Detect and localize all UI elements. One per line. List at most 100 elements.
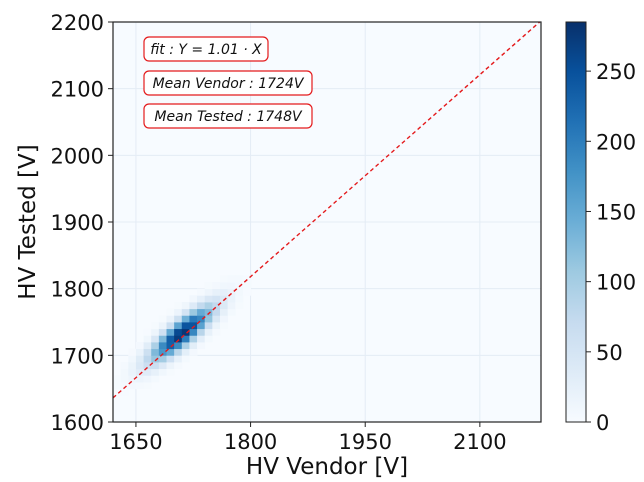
- heatmap-cell: [174, 355, 183, 363]
- heatmap-cell: [189, 328, 198, 336]
- heatmap-cell: [227, 295, 236, 303]
- heatmap-cell: [158, 348, 167, 356]
- heatmap-cell: [197, 322, 206, 330]
- heatmap-cell: [220, 322, 229, 330]
- heatmap-cell: [151, 355, 160, 363]
- heatmap-cell: [158, 362, 167, 370]
- heatmap-cell: [151, 375, 160, 383]
- heatmap-cell: [212, 308, 221, 316]
- heatmap-cell: [189, 348, 198, 356]
- heatmap-cell: [120, 375, 129, 383]
- heatmap-cell: [189, 315, 198, 323]
- heatmap-cell: [212, 295, 221, 303]
- heatmap-cell: [204, 328, 213, 336]
- heatmap-cell: [181, 308, 190, 316]
- heatmap-cell: [181, 335, 190, 343]
- heatmap-cell: [135, 342, 144, 350]
- heatmap-cell: [143, 348, 152, 356]
- heatmap-cell: [242, 275, 251, 283]
- heatmap-cell: [135, 362, 144, 370]
- y-tick-label: 1800: [51, 278, 104, 302]
- heatmap-cell: [143, 342, 152, 350]
- heatmap-cell: [235, 295, 244, 303]
- colorbar-tick-label: 150: [596, 200, 636, 224]
- heatmap-cell: [151, 368, 160, 376]
- mean-tested-annotation: Mean Tested : 1748V: [143, 103, 313, 129]
- heatmap-cell: [181, 302, 190, 310]
- heatmap-cell: [242, 282, 251, 290]
- heatmap-cell: [143, 362, 152, 370]
- svg-text:Mean Tested : 1748V: Mean Tested : 1748V: [154, 109, 303, 125]
- x-tick-label: 1950: [338, 430, 391, 454]
- heatmap-cell: [135, 368, 144, 376]
- heatmap-cell: [158, 368, 167, 376]
- heatmap-cell: [220, 302, 229, 310]
- heatmap-cell: [135, 355, 144, 363]
- heatmap-cell: [174, 302, 183, 310]
- heatmap-cell: [151, 362, 160, 370]
- heatmap-cell: [220, 282, 229, 290]
- heatmap-cell: [227, 282, 236, 290]
- colorbar: [565, 21, 587, 423]
- heatmap-cell: [128, 375, 137, 383]
- heatmap-cell: [143, 335, 152, 343]
- heatmap-cell: [227, 275, 236, 283]
- heatmap-cell: [143, 375, 152, 383]
- heatmap-cell: [120, 362, 129, 370]
- heatmap-cell: [197, 288, 206, 296]
- x-tick-label: 1650: [109, 430, 162, 454]
- heatmap-cell: [174, 335, 183, 343]
- heatmap-cell: [242, 288, 251, 296]
- heatmap-cell: [128, 368, 137, 376]
- heatmap-cell: [166, 355, 175, 363]
- colorbar-tick-label: 0: [596, 411, 609, 435]
- heatmap-cell: [143, 355, 152, 363]
- heatmap-cell: [197, 295, 206, 303]
- heatmap-cell: [212, 288, 221, 296]
- colorbar-tick-label: 250: [596, 60, 636, 84]
- y-tick-label: 1700: [51, 344, 104, 368]
- heatmap-cell: [181, 328, 190, 336]
- heatmap-cell: [197, 328, 206, 336]
- heatmap-cell: [151, 335, 160, 343]
- colorbar-tick-label: 100: [596, 271, 636, 295]
- heatmap-cell: [204, 288, 213, 296]
- y-tick-label: 2100: [51, 78, 104, 102]
- heatmap-cell: [220, 308, 229, 316]
- heatmap-cell: [227, 288, 236, 296]
- heatmap-cell: [120, 382, 129, 390]
- heatmap-cell: [128, 355, 137, 363]
- heatmap-cell: [166, 315, 175, 323]
- heatmap-cell: [220, 315, 229, 323]
- fit-annotation: fit : Y = 1.01 · X: [143, 36, 269, 62]
- heatmap-cell: [158, 328, 167, 336]
- heatmap-cell: [120, 368, 129, 376]
- heatmap-cell: [181, 348, 190, 356]
- heatmap-cell: [189, 335, 198, 343]
- heatmap-cell: [135, 348, 144, 356]
- heatmap-cells: [113, 275, 251, 396]
- heatmap-cell: [158, 315, 167, 323]
- heatmap-cell: [197, 302, 206, 310]
- heatmap-cell: [151, 328, 160, 336]
- heatmap-cell: [151, 348, 160, 356]
- heatmap-cell: [128, 362, 137, 370]
- heatmap-cell: [143, 382, 152, 390]
- heatmap-cell: [204, 282, 213, 290]
- y-tick-label: 1600: [51, 411, 104, 435]
- y-axis-ticks: 1600 1700 1800 1900 2000 2100 2200: [51, 11, 113, 435]
- heatmap-cell: [204, 295, 213, 303]
- heatmap-cell: [113, 382, 122, 390]
- svg-text:Mean Vendor : 1724V: Mean Vendor : 1724V: [153, 76, 305, 92]
- heatmap-cell: [212, 315, 221, 323]
- mean-vendor-annotation: Mean Vendor : 1724V: [143, 70, 313, 96]
- heatmap-cell: [151, 342, 160, 350]
- heatmap-cell: [212, 322, 221, 330]
- heatmap-cell: [174, 362, 183, 370]
- heatmap-cell: [166, 368, 175, 376]
- heatmap-cell: [235, 282, 244, 290]
- x-axis-ticks: 1650 1800 1950 2100: [109, 422, 507, 454]
- heatmap-cell: [166, 362, 175, 370]
- heatmap-cell: [120, 388, 129, 396]
